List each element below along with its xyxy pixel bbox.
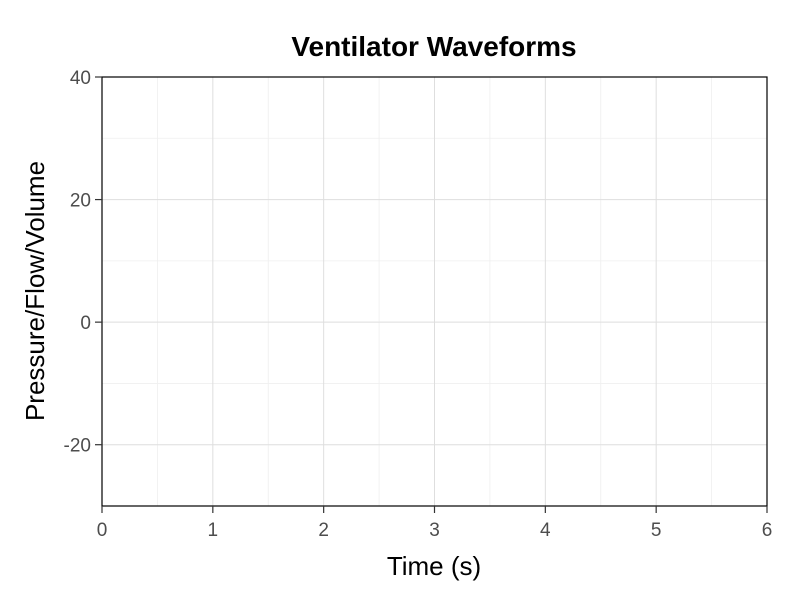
x-tick-label: 0 [97, 520, 108, 541]
x-axis-label: Time (s) [387, 551, 481, 581]
x-tick-label: 2 [318, 520, 329, 541]
y-tick-label: 0 [80, 313, 91, 334]
y-tick-label: -20 [64, 436, 91, 457]
y-axis-ticks: -20 0 20 40 [64, 68, 102, 457]
y-axis-label: Pressure/Flow/Volume [20, 161, 50, 421]
chart-title: Ventilator Waveforms [291, 31, 576, 62]
y-tick-label: 20 [70, 191, 91, 212]
y-tick-label: 40 [70, 68, 91, 89]
x-tick-label: 1 [208, 520, 219, 541]
x-tick-label: 6 [762, 520, 773, 541]
x-axis-ticks: 0 1 2 3 4 5 6 [97, 506, 773, 541]
x-tick-label: 4 [540, 520, 551, 541]
x-tick-label: 3 [429, 520, 440, 541]
x-tick-label: 5 [651, 520, 662, 541]
